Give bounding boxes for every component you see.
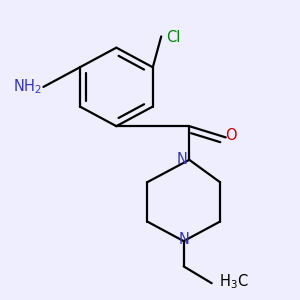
Text: N: N — [178, 232, 189, 247]
Text: NH$_2$: NH$_2$ — [13, 78, 42, 96]
Text: O: O — [225, 128, 237, 142]
Text: H$_3$C: H$_3$C — [219, 272, 248, 291]
Text: Cl: Cl — [166, 30, 181, 45]
Text: N: N — [177, 152, 188, 167]
